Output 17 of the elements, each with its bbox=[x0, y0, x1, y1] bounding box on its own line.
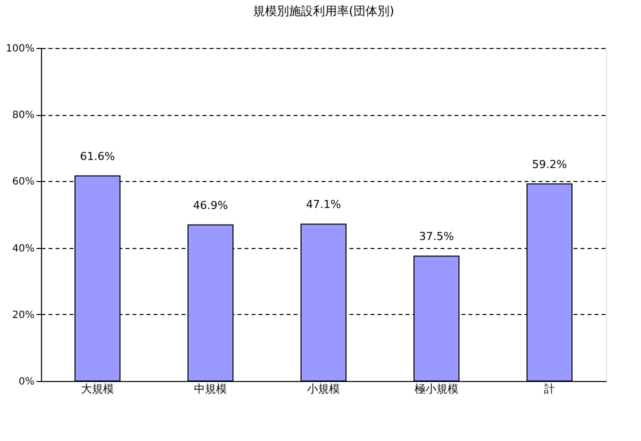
data-label: 37.5% bbox=[419, 230, 454, 244]
y-tick-label: 100% bbox=[6, 44, 34, 54]
chart-title: 規模別施設利用率(団体別) bbox=[252, 4, 394, 18]
x-tick-label: 計 bbox=[544, 382, 555, 396]
y-tick-label: 60% bbox=[12, 176, 34, 188]
x-tick-label: 大規模 bbox=[81, 382, 114, 396]
x-tick-label: 極小規模 bbox=[414, 382, 458, 396]
y-tick-label: 80% bbox=[12, 110, 34, 122]
data-label: 61.6% bbox=[80, 150, 115, 163]
x-tick-label: 中規模 bbox=[194, 382, 227, 396]
x-tick-label: 小規模 bbox=[307, 382, 340, 396]
y-tick-label: 40% bbox=[12, 243, 34, 254]
data-label: 59.2% bbox=[532, 158, 567, 171]
y-tick-label: 20% bbox=[12, 310, 34, 321]
y-tick-label: 0% bbox=[18, 376, 34, 388]
data-label: 47.1% bbox=[306, 198, 341, 212]
data-label: 46.9% bbox=[193, 198, 228, 212]
